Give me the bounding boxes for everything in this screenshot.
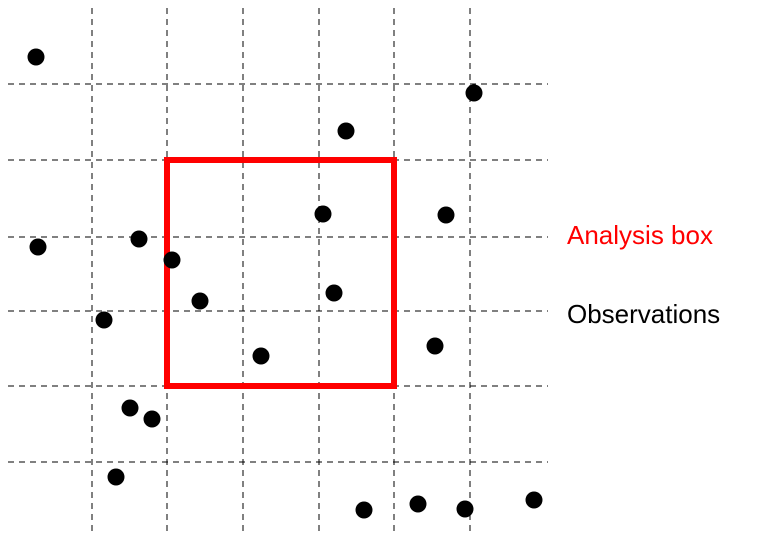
observation-point-5 — [437, 206, 455, 224]
observation-point-14 — [121, 399, 139, 417]
observation-point-4 — [314, 205, 332, 223]
observation-point-3 — [337, 122, 355, 140]
analysis-box — [164, 157, 397, 389]
grid-lines — [8, 8, 548, 536]
observation-point-15 — [143, 410, 161, 428]
observation-point-2 — [465, 84, 483, 102]
observation-point-13 — [252, 347, 270, 365]
observation-point-12 — [426, 337, 444, 355]
observation-point-18 — [409, 495, 427, 513]
observation-point-10 — [191, 292, 209, 310]
observation-point-16 — [107, 468, 125, 486]
observation-points — [27, 48, 543, 519]
observation-point-6 — [29, 238, 47, 256]
observation-point-20 — [525, 491, 543, 509]
observation-point-8 — [163, 251, 181, 269]
legend-observations-label: Observations — [567, 299, 721, 329]
observation-point-9 — [325, 284, 343, 302]
observation-point-7 — [130, 230, 148, 248]
observation-point-17 — [355, 501, 373, 519]
observation-point-1 — [27, 48, 45, 66]
observation-point-19 — [456, 500, 474, 518]
observation-point-11 — [95, 311, 113, 329]
legend-analysis-box-label: Analysis box — [567, 220, 713, 250]
